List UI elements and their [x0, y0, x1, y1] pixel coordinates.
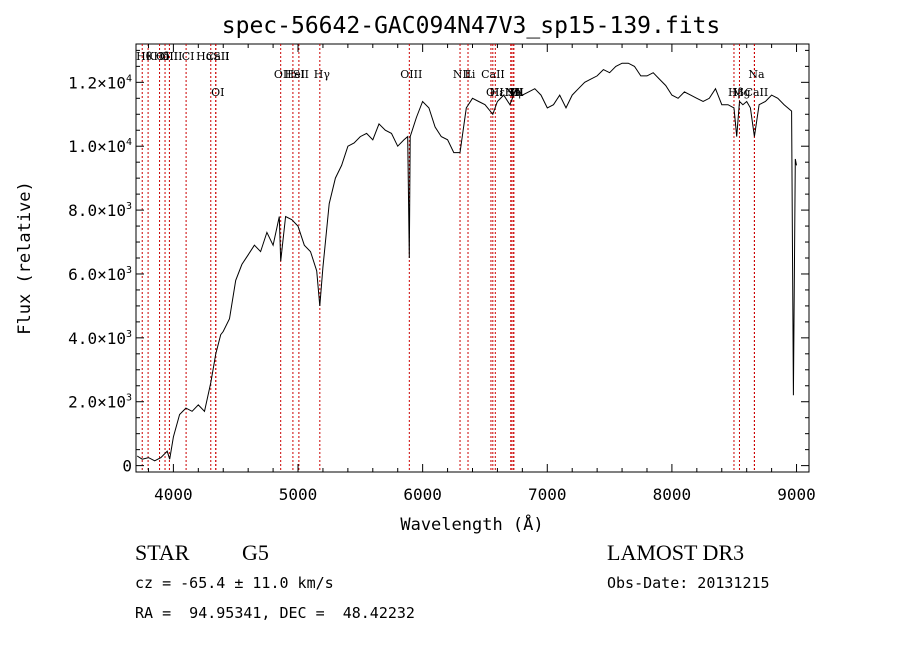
- y-tick-label: 0: [122, 457, 132, 476]
- x-tick-label: 4000: [154, 485, 193, 504]
- emission-line-markers: [141, 44, 755, 472]
- x-tick-label: 5000: [279, 485, 318, 504]
- line-label: NII: [505, 86, 523, 99]
- y-tick-label: 8.0×103: [68, 201, 132, 220]
- x-tick-label: 7000: [528, 485, 567, 504]
- chart-title: spec-56642-GAC094N47V3_sp15-139.fits: [222, 13, 721, 39]
- survey-name: LAMOST DR3: [607, 540, 745, 565]
- line-label: CaII: [745, 86, 769, 99]
- line-label: SII: [508, 86, 524, 99]
- x-tick-label: 8000: [653, 485, 692, 504]
- spectral-subclass: G5: [242, 540, 269, 565]
- y-tick-label: 1.0×104: [68, 137, 132, 156]
- x-axis: 4000 5000 6000 7000 8000 9000: [147, 44, 816, 504]
- line-label: H: [509, 86, 519, 99]
- line-label: OII: [486, 86, 504, 99]
- line-label: Hθ: [136, 50, 153, 63]
- x-tick-label: 9000: [777, 485, 816, 504]
- plot-frame: [135, 43, 810, 473]
- line-label: Hγ: [314, 68, 331, 81]
- y-tick-label: 4.0×103: [68, 329, 132, 348]
- line-label: SII: [293, 68, 309, 81]
- y-tick-label: 6.0×103: [68, 265, 132, 284]
- line-label: Mg: [732, 86, 750, 99]
- line-label: G: [511, 86, 520, 99]
- line-label: HαSII: [196, 50, 229, 63]
- line-label: Hβ: [728, 86, 744, 99]
- line-label: Na: [748, 68, 765, 81]
- line-label: Li: [465, 68, 476, 81]
- y-axis-label: Flux (relative): [15, 181, 35, 335]
- line-label: OIII: [400, 68, 422, 81]
- line-label: OIII: [156, 50, 178, 63]
- y-tick-label: 2.0×103: [68, 393, 132, 412]
- line-label: NII: [453, 68, 471, 81]
- line-label: CaII: [206, 50, 230, 63]
- line-label: HeI: [285, 68, 305, 81]
- observation-date: Obs-Date: 20131215: [607, 574, 770, 592]
- line-label: CI: [182, 50, 195, 63]
- object-type: STAR: [135, 540, 190, 565]
- line-label: Hδ: [153, 50, 170, 63]
- y-axis: 0 2.0×103 4.0×103 6.0×103 8.0×103 1.0×104 1.2×…: [68, 49, 809, 476]
- line-label: CaII: [481, 68, 505, 81]
- x-axis-label: Wavelength (Å): [400, 513, 543, 535]
- line-label: OIII: [160, 50, 182, 63]
- line-label: Hε: [490, 86, 506, 99]
- redshift-velocity: cz = -65.4 ± 11.0 km/s: [135, 574, 334, 592]
- line-label: OII: [274, 68, 292, 81]
- x-tick-label: 6000: [403, 485, 442, 504]
- y-tick-label: 1.2×104: [68, 73, 132, 92]
- line-label: OI: [211, 86, 224, 99]
- sky-coordinates: RA = 94.95341, DEC = 48.42232: [135, 604, 415, 622]
- spectrum-series-line: [136, 62, 797, 462]
- line-label: K: [146, 50, 155, 63]
